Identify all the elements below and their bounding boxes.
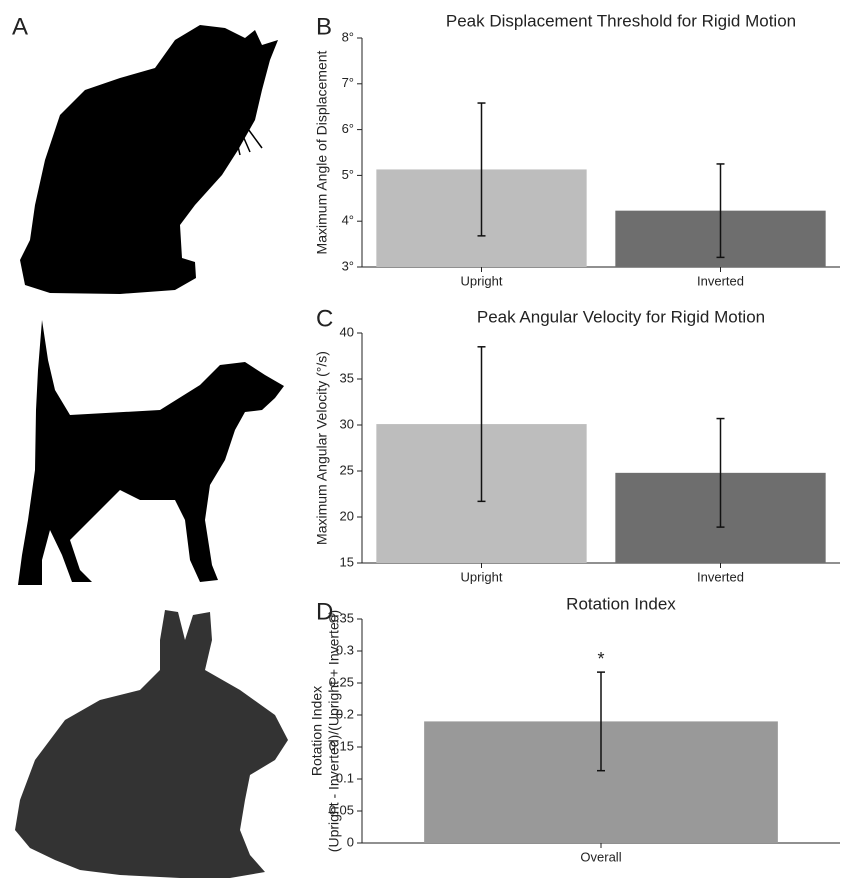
y-tick-label: 40 <box>340 324 354 339</box>
rabbit-silhouette <box>15 610 288 878</box>
y-tick-label: 6° <box>342 121 354 136</box>
x-tick-label: Inverted <box>697 273 744 288</box>
y-tick-label: 3° <box>342 258 354 273</box>
x-tick-label: Upright <box>461 273 503 288</box>
x-tick-label: Overall <box>580 849 621 864</box>
y-axis-label: Rotation Index <box>309 686 325 776</box>
figure: ABCDPeak Displacement Threshold for Rigi… <box>0 0 841 883</box>
x-tick-label: Upright <box>461 569 503 584</box>
cat-silhouette <box>20 25 278 294</box>
x-tick-label: Inverted <box>697 569 744 584</box>
y-tick-label: 5° <box>342 167 354 182</box>
panel-label: C <box>316 305 333 332</box>
panel-label: A <box>12 13 28 40</box>
chart-title: Rotation Index <box>566 594 676 613</box>
y-tick-label: 35 <box>340 370 354 385</box>
y-axis-label: Maximum Angular Velocity (°/s) <box>314 351 330 545</box>
y-tick-label: 4° <box>342 213 354 228</box>
y-axis-label: Maximum Angle of Displacement <box>314 50 330 254</box>
significance-marker: * <box>597 649 604 669</box>
y-tick-label: 15 <box>340 554 354 569</box>
chart-title: Peak Angular Velocity for Rigid Motion <box>477 307 765 326</box>
y-tick-label: 20 <box>340 508 354 523</box>
y-tick-label: 30 <box>340 416 354 431</box>
y-tick-label: 0 <box>347 834 354 849</box>
panel-label: B <box>316 13 332 40</box>
dog-silhouette <box>18 320 284 585</box>
y-tick-label: 7° <box>342 75 354 90</box>
y-axis-label: (Upright - Inverted)/(Upright + Inverted… <box>326 610 342 852</box>
chart-title: Peak Displacement Threshold for Rigid Mo… <box>446 11 796 30</box>
y-tick-label: 25 <box>340 462 354 477</box>
y-tick-label: 8° <box>342 29 354 44</box>
